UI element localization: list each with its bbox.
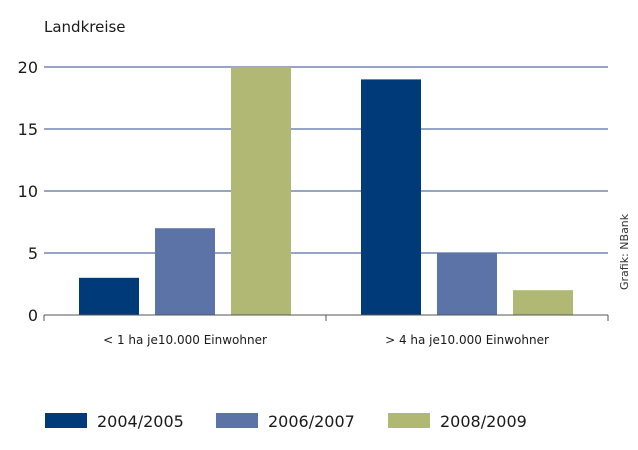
bars bbox=[79, 67, 573, 316]
y-tick-10: 10 bbox=[18, 182, 38, 201]
bar-2004-2005-cat-2 bbox=[361, 79, 421, 316]
y-tick-15: 15 bbox=[18, 120, 38, 139]
gridlines bbox=[44, 66, 608, 254]
legend-swatch-2006-2007 bbox=[216, 413, 258, 428]
bar-2006-2007-cat-1 bbox=[155, 228, 215, 315]
legend-swatch-2004-2005 bbox=[45, 413, 87, 428]
category-label-1: < 1 ha je10.000 Einwohner bbox=[103, 333, 267, 347]
y-tick-0: 0 bbox=[28, 306, 38, 325]
legend-label-2008-2009: 2008/2009 bbox=[440, 412, 527, 431]
legend-label-2004-2005: 2004/2005 bbox=[97, 412, 184, 431]
bar-2006-2007-cat-2 bbox=[437, 253, 497, 315]
y-tick-20: 20 bbox=[18, 58, 38, 77]
y-tick-5: 5 bbox=[28, 244, 38, 263]
x-axis bbox=[43, 314, 609, 321]
bar-2008-2009-cat-1 bbox=[231, 67, 291, 315]
category-labels: < 1 ha je10.000 Einwohner > 4 ha je10.000… bbox=[103, 333, 549, 347]
bar-2004-2005-cat-1 bbox=[79, 277, 139, 315]
category-label-2: > 4 ha je10.000 Einwohner bbox=[385, 333, 549, 347]
legend-label-2006-2007: 2006/2007 bbox=[268, 412, 355, 431]
y-axis-label: Landkreise bbox=[44, 18, 126, 36]
legend: 2004/2005 2006/2007 2008/2009 bbox=[45, 412, 527, 431]
credit-text: Grafik: NBank bbox=[618, 213, 631, 290]
legend-swatch-2008-2009 bbox=[388, 413, 430, 428]
y-tick-labels: 0 5 10 15 20 bbox=[18, 58, 38, 325]
bar-2008-2009-cat-2 bbox=[513, 290, 573, 315]
